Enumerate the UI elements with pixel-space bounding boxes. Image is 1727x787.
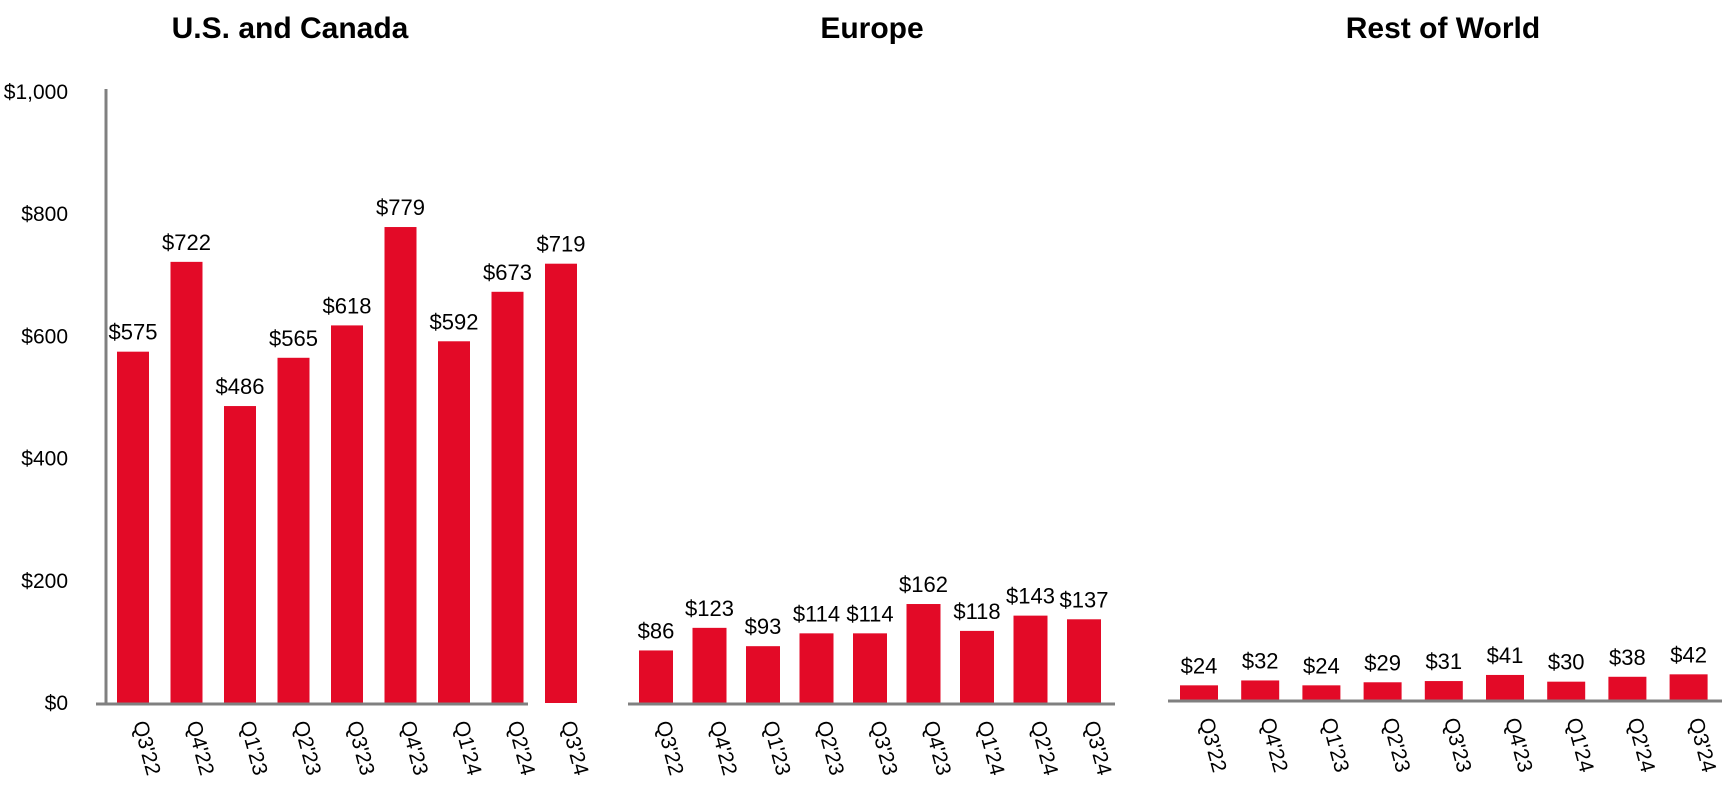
data-label: $93 (745, 614, 782, 639)
x-tick-label: Q1'23 (758, 718, 795, 777)
bar (117, 351, 149, 703)
x-tick-label: Q3'23 (342, 718, 379, 777)
bar (170, 261, 203, 703)
data-label: $565 (269, 326, 318, 351)
data-label: $30 (1548, 650, 1585, 675)
data-label: $86 (638, 618, 675, 643)
bar (906, 604, 941, 703)
data-label: $24 (1181, 653, 1218, 678)
bar (384, 227, 417, 703)
data-label: $123 (685, 596, 734, 621)
bar (277, 357, 310, 703)
bar (1669, 674, 1708, 700)
data-label: $114 (793, 601, 840, 626)
x-tick-label: Q3'23 (1439, 715, 1476, 774)
y-tick-label: $0 (45, 692, 68, 715)
panel-1: Europe $86 Q3'22 $123 Q4'22 $93 Q1'23 $114 Q2'23… (628, 12, 1116, 778)
x-tick-label: Q3'24 (556, 718, 593, 778)
x-tick-label: Q1'24 (449, 718, 486, 778)
x-tick-label: Q2'24 (1026, 718, 1063, 778)
bar (799, 633, 834, 703)
data-label: $779 (376, 195, 425, 220)
bar (692, 627, 727, 703)
panel-title: U.S. and Canada (172, 12, 409, 45)
x-tick-label: Q3'24 (1079, 718, 1116, 778)
bar (1424, 681, 1463, 700)
data-label: $114 (846, 601, 893, 626)
bar (1363, 682, 1402, 700)
data-label: $32 (1242, 648, 1279, 673)
x-tick-label: Q3'24 (1684, 715, 1721, 775)
x-tick-label: Q1'24 (1561, 715, 1598, 775)
data-label: $162 (899, 572, 948, 597)
x-tick-label: Q2'23 (289, 718, 326, 777)
panel-title: Rest of World (1346, 12, 1540, 45)
bar (331, 325, 363, 703)
bar (1067, 619, 1101, 703)
x-tick-label: Q3'22 (1194, 715, 1231, 774)
data-label: $118 (953, 599, 1000, 624)
bar (853, 633, 887, 703)
x-tick-label: Q3'22 (128, 718, 165, 777)
y-tick-label: $200 (21, 570, 68, 593)
y-tick-label: $400 (21, 448, 68, 471)
data-label: $673 (483, 260, 532, 285)
panel-2: Rest of World $24 Q3'22 $32 Q4'22 $24 Q1'23 $29… (1168, 12, 1722, 775)
x-tick-label: Q4'22 (705, 718, 742, 777)
y-axis: $0 $200 $400 $600 $800 $1,000 (4, 81, 108, 715)
x-tick-label: Q4'22 (182, 718, 219, 777)
data-label: $143 (1006, 584, 1055, 609)
y-tick-label: $600 (21, 325, 68, 348)
data-label: $42 (1670, 642, 1707, 667)
x-tick-label: Q2'24 (1623, 715, 1660, 775)
bar (491, 291, 524, 703)
bar (1241, 680, 1280, 700)
x-tick-label: Q4'23 (1500, 715, 1537, 774)
x-tick-label: Q3'23 (865, 718, 902, 777)
x-tick-label: Q4'22 (1255, 715, 1292, 774)
data-label: $618 (323, 293, 372, 318)
x-tick-label: Q4'23 (919, 718, 956, 777)
data-label: $137 (1060, 587, 1109, 612)
x-tick-label: Q2'24 (503, 718, 540, 778)
x-tick-label: Q1'23 (235, 718, 272, 777)
bar (1486, 674, 1524, 700)
bar (1180, 685, 1218, 700)
data-label: $575 (109, 320, 158, 345)
data-label: $722 (162, 230, 211, 255)
data-label: $29 (1364, 650, 1401, 675)
bar (224, 406, 256, 703)
bar (639, 650, 673, 703)
x-tick-label: Q1'24 (972, 718, 1009, 778)
bar (960, 630, 994, 703)
bar (438, 341, 470, 703)
data-label: $719 (537, 232, 586, 257)
data-label: $38 (1609, 645, 1646, 670)
bar (1608, 676, 1647, 700)
chart-panels: U.S. and Canada $575 Q3'22 $722 Q4'22 $486 Q1'… (96, 12, 1722, 778)
y-tick-label: $1,000 (4, 81, 68, 104)
x-tick-label: Q4'23 (396, 718, 433, 777)
y-tick-label: $800 (21, 203, 68, 226)
data-label: $486 (216, 374, 265, 399)
data-label: $41 (1487, 643, 1524, 668)
bar (1302, 685, 1341, 700)
panel-0: U.S. and Canada $575 Q3'22 $722 Q4'22 $486 Q1'… (96, 12, 593, 778)
panel-title: Europe (820, 12, 923, 45)
bar (1013, 615, 1048, 703)
x-tick-label: Q2'23 (1378, 715, 1415, 774)
data-label: $24 (1303, 653, 1340, 678)
bar (1547, 681, 1586, 700)
bar (746, 646, 780, 703)
x-tick-label: Q1'23 (1317, 715, 1354, 774)
data-label: $31 (1425, 649, 1462, 674)
x-tick-label: Q2'23 (812, 718, 849, 777)
x-tick-label: Q3'22 (651, 718, 688, 777)
bar (545, 263, 577, 703)
data-label: $592 (430, 309, 479, 334)
